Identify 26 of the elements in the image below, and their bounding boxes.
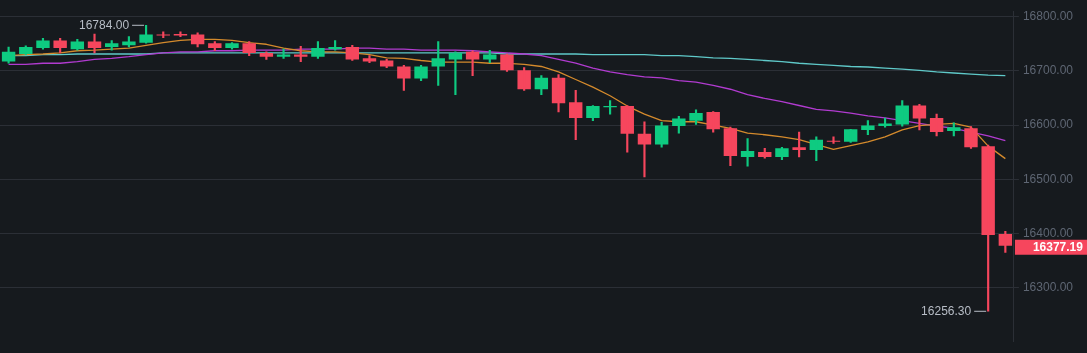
candlestick — [53, 37, 67, 54]
text: 16377.19 — [1032, 239, 1084, 254]
candlestick — [878, 117, 892, 128]
candlestick — [208, 41, 222, 52]
candlestick — [964, 126, 978, 149]
y-tick-label: 16700.00 — [1022, 63, 1074, 78]
candlestick — [775, 146, 789, 161]
candlestick — [414, 65, 428, 81]
y-tick-label: 16400.00 — [1022, 225, 1074, 240]
candlestick — [586, 105, 600, 122]
candlestick — [242, 41, 256, 56]
annotation: 16784.00 — [79, 17, 130, 32]
candlestick — [225, 42, 239, 50]
candlestick — [981, 144, 995, 312]
y-tick-label: 16500.00 — [1022, 171, 1074, 186]
candlestick — [517, 67, 531, 91]
y-tick-label: 16300.00 — [1022, 279, 1074, 294]
candlestick — [397, 65, 411, 91]
y-tick-label: 16600.00 — [1022, 117, 1074, 132]
candlestick — [792, 131, 806, 158]
candlestick — [173, 31, 188, 37]
candlestick — [311, 41, 325, 59]
annotation: 16256.30 — [921, 303, 972, 318]
candlestick — [689, 109, 703, 125]
y-tick-label: 16800.00 — [1022, 8, 1074, 23]
candlestick — [362, 55, 377, 64]
